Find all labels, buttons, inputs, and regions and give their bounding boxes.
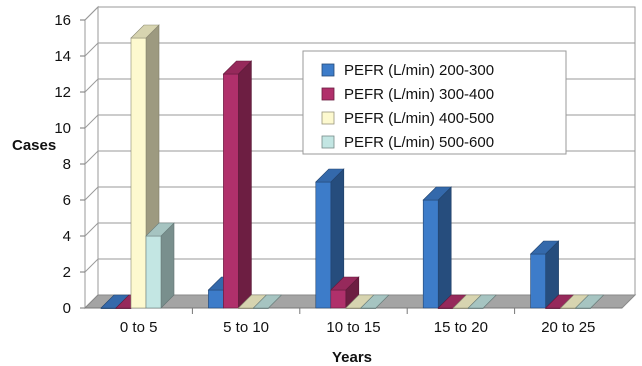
x-tick-labels: 0 to 5 5 to 10 10 to 15 15 to 20 20 to 25 <box>120 308 595 336</box>
gridline <box>84 6 635 21</box>
bar-front <box>145 235 162 309</box>
bar <box>145 222 175 309</box>
bar-top <box>130 24 160 39</box>
gridline <box>84 42 635 57</box>
y-tick-label: 10 <box>54 120 71 137</box>
bar-front <box>130 37 147 309</box>
legend-label: PEFR (L/min) 200-300 <box>344 62 494 79</box>
x-axis-title: Years <box>332 349 372 366</box>
x-tick-label: 0 to 5 <box>120 319 158 336</box>
bars <box>100 24 605 309</box>
bar-top <box>360 294 390 309</box>
bar <box>222 60 253 309</box>
bar <box>529 240 560 309</box>
bar-top <box>574 294 605 309</box>
y-tick-label: 12 <box>54 84 71 101</box>
bar-top <box>467 294 497 309</box>
bar-side <box>160 222 175 309</box>
bar <box>252 294 283 309</box>
legend-box <box>302 50 567 155</box>
legend-swatch <box>321 135 335 149</box>
y-tick-label: 0 <box>63 300 71 317</box>
bar <box>315 168 345 309</box>
gridline <box>84 222 635 237</box>
bar-top <box>222 60 253 75</box>
bar-front <box>208 289 224 309</box>
legend-label: PEFR (L/min) 300-400 <box>344 86 494 103</box>
bar-front <box>223 73 239 309</box>
bar <box>422 186 452 309</box>
bar-top <box>145 222 175 237</box>
bar <box>330 276 360 309</box>
gridline <box>84 186 635 201</box>
bar-side <box>437 186 452 309</box>
legend-label: PEFR (L/min) 500-600 <box>344 134 494 151</box>
bar-top <box>529 240 560 255</box>
y-tick-label: 16 <box>54 12 71 29</box>
bar <box>574 294 605 309</box>
bar-side <box>238 60 252 309</box>
bar-top <box>252 294 283 309</box>
bar-top <box>422 186 452 201</box>
bar <box>467 294 497 309</box>
x-tick-label: 20 to 25 <box>541 319 595 336</box>
y-tick-label: 2 <box>63 264 71 281</box>
y-tick-label: 8 <box>63 156 71 173</box>
legend-swatch <box>321 111 335 125</box>
gridline <box>84 258 635 273</box>
x-tick-label: 5 to 10 <box>223 319 269 336</box>
x-tick-label: 10 to 15 <box>326 319 380 336</box>
legend-label: PEFR (L/min) 400-500 <box>344 110 494 127</box>
bar-top <box>330 276 360 291</box>
bar-front <box>315 181 332 309</box>
bar-front <box>530 253 546 309</box>
y-tick-labels: 0 2 4 6 8 10 12 14 16 <box>54 12 71 317</box>
legend: PEFR (L/min) 200-300 PEFR (L/min) 300-400… <box>302 50 567 155</box>
bar-top <box>315 168 345 183</box>
y-tick-label: 14 <box>54 48 71 65</box>
legend-swatch <box>321 63 335 77</box>
x-tick-label: 15 to 20 <box>434 319 488 336</box>
y-axis-title: Cases <box>12 137 56 154</box>
bar-front <box>330 289 347 309</box>
legend-swatch <box>321 87 335 101</box>
bar <box>360 294 390 309</box>
y-tick-label: 4 <box>63 228 71 245</box>
y-tick-label: 6 <box>63 192 71 209</box>
bar-front <box>422 199 439 309</box>
